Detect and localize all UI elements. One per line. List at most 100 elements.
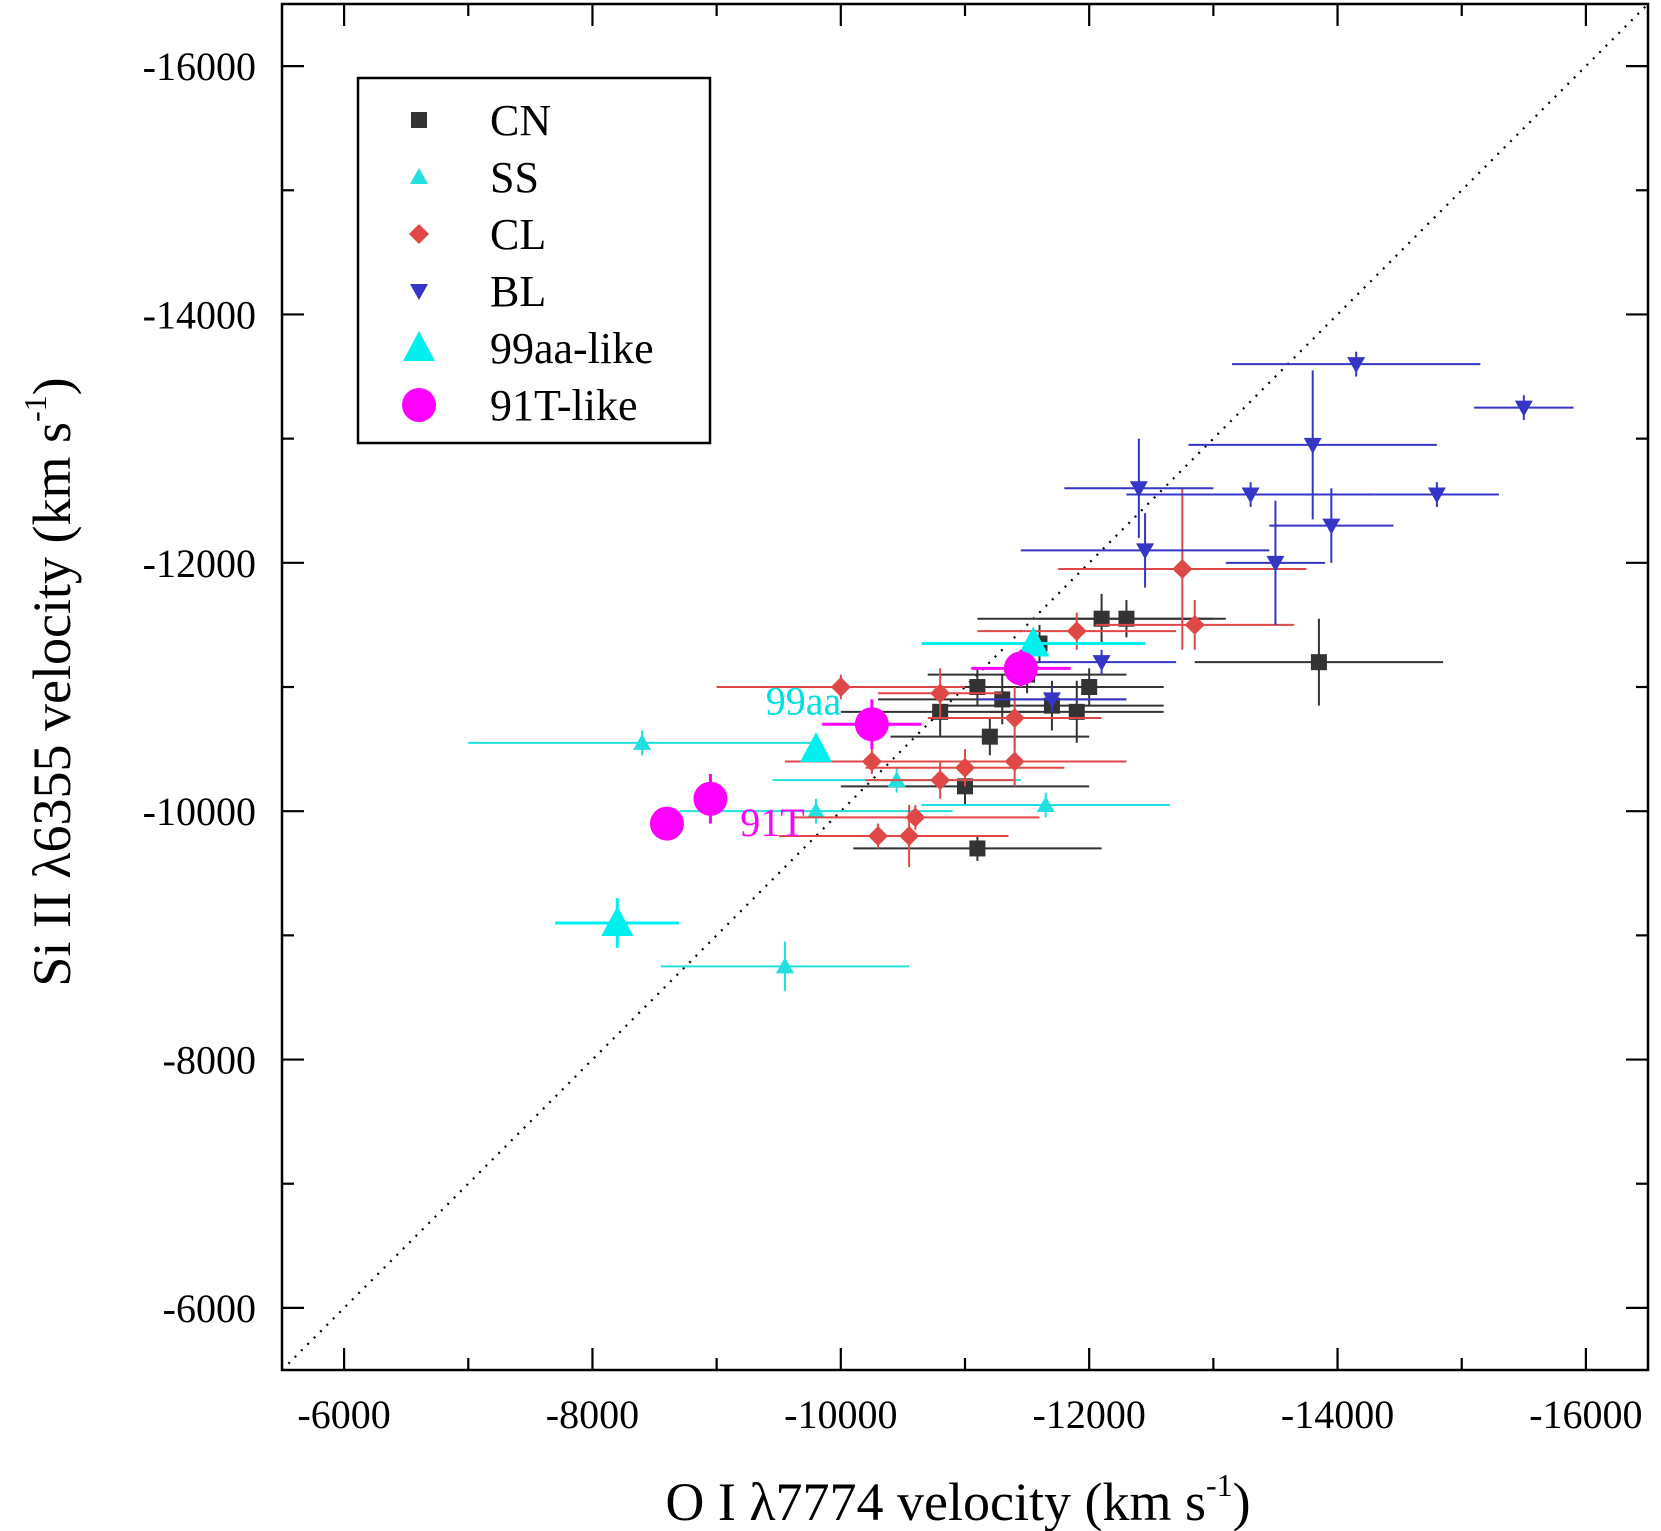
- point-marker: [1042, 692, 1061, 709]
- legend-item: 91T-like: [402, 381, 637, 430]
- point-marker: [1004, 751, 1025, 772]
- legend-marker: [410, 168, 428, 184]
- series-cl: [716, 488, 1307, 868]
- point-marker: [861, 751, 882, 772]
- point-marker: [806, 802, 825, 819]
- data-point: [799, 732, 832, 763]
- data-point: [921, 792, 1170, 818]
- data-point: [649, 806, 684, 841]
- legend-item: 99aa-like: [403, 324, 654, 373]
- legend-marker: [402, 388, 436, 422]
- x-tick-label: -14000: [1281, 1392, 1394, 1437]
- legend-marker: [410, 284, 428, 300]
- data-point: [902, 736, 1127, 787]
- data-point: [822, 699, 922, 750]
- legend-marker: [411, 112, 427, 128]
- annotation-label: 91T: [740, 800, 804, 845]
- point-marker: [969, 679, 986, 695]
- data-point: [921, 626, 1146, 657]
- point-marker: [1066, 621, 1087, 642]
- point-marker: [601, 905, 634, 936]
- y-axis-label-close: ): [22, 377, 82, 395]
- legend-item: CN: [411, 96, 551, 145]
- x-tick-label: -12000: [1033, 1392, 1146, 1437]
- point-marker: [1118, 610, 1135, 627]
- axis-ticks: [282, 4, 1648, 1370]
- annotations: 99aa 91T: [740, 678, 841, 845]
- y-tick-label: -6000: [163, 1286, 256, 1331]
- point-marker: [1172, 559, 1193, 580]
- data-point: [971, 649, 1071, 687]
- data-series: [468, 351, 1574, 992]
- series-ss: [468, 730, 1170, 992]
- x-axis-label-close: ): [1233, 1472, 1251, 1531]
- data-point: [1474, 395, 1574, 421]
- annotation-label: 99aa: [766, 678, 842, 723]
- point-marker: [1310, 654, 1327, 671]
- data-point: [977, 687, 1127, 712]
- point-marker: [905, 807, 926, 828]
- data-point: [1027, 649, 1177, 675]
- legend: CN SS CL BL 99aa-like 91T-like: [356, 76, 712, 445]
- point-marker: [930, 770, 951, 791]
- y-tick-label: -10000: [143, 789, 256, 834]
- data-point: [468, 730, 816, 756]
- point-marker: [1081, 679, 1098, 695]
- legend-label: 91T-like: [490, 381, 637, 430]
- point-marker: [1322, 518, 1341, 535]
- point-marker: [1514, 400, 1533, 417]
- data-point: [1374, 482, 1499, 507]
- data-point: [1231, 351, 1481, 377]
- y-tick-label: -8000: [163, 1038, 256, 1083]
- x-tick-label: -10000: [784, 1392, 897, 1437]
- data-point: [693, 773, 728, 824]
- point-marker: [1266, 555, 1285, 572]
- point-marker: [899, 826, 920, 847]
- data-point: [1194, 618, 1444, 706]
- data-point: [791, 804, 1040, 830]
- point-marker: [930, 683, 951, 704]
- data-point: [1188, 370, 1437, 520]
- point-marker: [1303, 437, 1322, 454]
- point-marker: [1004, 708, 1025, 729]
- y-axis-unit-exponent: -1: [17, 395, 53, 422]
- y-tick-label: -16000: [143, 44, 256, 89]
- legend-item: BL: [410, 267, 546, 316]
- x-tick-label: -6000: [297, 1392, 390, 1437]
- x-axis-label: O I λ7774 velocity (km s-1): [665, 1467, 1250, 1531]
- point-marker: [1092, 655, 1111, 672]
- series-99aa-like: [555, 626, 1146, 948]
- series-cn: [840, 593, 1444, 861]
- data-point: [679, 798, 953, 824]
- legend-marker: [403, 331, 435, 361]
- legend-label: BL: [490, 267, 546, 316]
- data-point: [1039, 600, 1214, 638]
- point-marker: [799, 732, 832, 763]
- data-point: [716, 674, 965, 700]
- y-axis-label: Si II λ6355 velocity (km s-1): [17, 377, 82, 986]
- data-point: [1095, 600, 1295, 650]
- data-point: [1269, 488, 1394, 563]
- legend-label: CL: [490, 210, 546, 259]
- data-point: [1014, 668, 1164, 706]
- data-point: [853, 836, 1102, 861]
- y-tick-label: -12000: [143, 541, 256, 586]
- point-marker: [1017, 626, 1050, 657]
- point-marker: [1068, 703, 1085, 720]
- legend-label: CN: [490, 96, 551, 145]
- data-point: [1064, 438, 1214, 538]
- point-marker: [981, 728, 998, 745]
- data-point: [878, 668, 1003, 719]
- data-point: [1058, 488, 1307, 650]
- legend-marker: [409, 224, 429, 244]
- legend-item: CL: [409, 210, 546, 259]
- data-point: [865, 749, 1065, 787]
- legend-box: [356, 76, 712, 445]
- data-point: [809, 804, 1009, 868]
- y-tick-label: -14000: [143, 292, 256, 337]
- x-tick-label: -8000: [546, 1392, 639, 1437]
- point-marker: [633, 733, 652, 750]
- legend-item: SS: [410, 153, 539, 202]
- point-marker: [830, 677, 851, 697]
- data-point: [927, 687, 1102, 750]
